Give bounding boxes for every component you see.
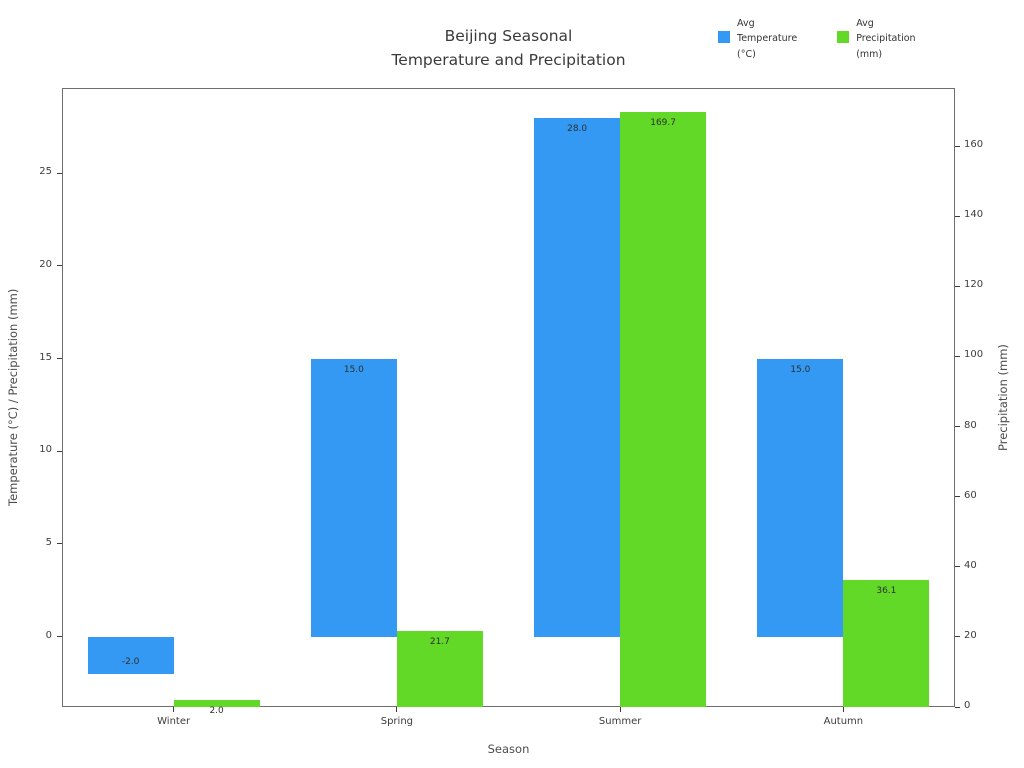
right-tick-mark (955, 496, 960, 498)
legend-item-avg-precipitation--mm-: Avg Precipitation (mm) (837, 16, 916, 62)
legend-item-label: Avg Precipitation (mm) (856, 18, 916, 60)
bar-avg-precipitation--mm--winter (173, 699, 260, 707)
x-tick-label: Spring (380, 716, 414, 727)
x-tick-mark (842, 707, 844, 712)
legend-item-avg-temperature---c-: Avg Temperature (°C) (718, 16, 797, 62)
right-tick-mark (955, 706, 960, 708)
right-tick-mark (955, 566, 960, 568)
bar-avg-precipitation--mm--summer (620, 112, 707, 707)
left-tick-mark (57, 265, 62, 267)
bar-avg-temperature---c--spring (310, 358, 397, 637)
x-tick-label: Autumn (823, 716, 864, 727)
right-tick-label: 120 (964, 279, 984, 291)
left-tick-label: 0 (45, 629, 52, 641)
x-tick-mark (173, 707, 175, 712)
bar-avg-temperature---c--winter (87, 636, 174, 674)
x-tick-mark (619, 707, 621, 712)
left-tick-label: 10 (39, 444, 52, 456)
legend-swatch-icon (718, 31, 730, 43)
right-tick-label: 80 (964, 419, 977, 431)
right-tick-label: 60 (964, 489, 977, 501)
right-tick-mark (955, 355, 960, 357)
right-tick-label: 100 (964, 349, 984, 361)
left-tick-mark (57, 450, 62, 452)
right-tick-mark (955, 215, 960, 217)
left-axis-title: Temperature (°C) / Precipitation (mm) (6, 288, 20, 507)
right-tick-label: 160 (964, 139, 984, 151)
x-tick-mark (396, 707, 398, 712)
chart-title: Beijing Seasonal Temperature and Precipi… (391, 27, 626, 70)
right-tick-label: 40 (964, 559, 977, 571)
left-tick-mark (57, 172, 62, 174)
legend-item-label: Avg Temperature (°C) (737, 18, 798, 60)
bar-avg-temperature---c--summer (534, 117, 621, 637)
right-axis-title: Precipitation (mm) (996, 344, 1010, 451)
bar-avg-precipitation--mm--spring (396, 630, 483, 707)
x-tick-label: Winter (157, 716, 191, 727)
left-tick-mark (57, 543, 62, 545)
right-tick-label: 140 (964, 209, 984, 221)
right-tick-label: 20 (964, 629, 977, 641)
left-tick-label: 20 (39, 258, 52, 270)
right-tick-mark (955, 145, 960, 147)
left-tick-mark (57, 636, 62, 638)
right-tick-label: 0 (964, 700, 971, 711)
right-tick-mark (955, 285, 960, 287)
bar-value-label: 2.0 (209, 705, 224, 716)
left-tick-mark (57, 358, 62, 360)
right-tick-mark (955, 636, 960, 638)
x-tick-label: Summer (598, 716, 642, 727)
left-tick-label: 25 (39, 166, 52, 178)
bar-avg-precipitation--mm--autumn (843, 580, 930, 707)
right-tick-mark (955, 426, 960, 428)
left-tick-label: 15 (39, 351, 52, 363)
bar-avg-temperature---c--autumn (757, 358, 844, 637)
left-tick-label: 5 (45, 536, 52, 548)
x-axis-title: Season (487, 742, 530, 756)
legend: Avg Temperature (°C) Avg Precipitation (m… (718, 16, 916, 62)
legend-swatch-icon (837, 31, 850, 43)
